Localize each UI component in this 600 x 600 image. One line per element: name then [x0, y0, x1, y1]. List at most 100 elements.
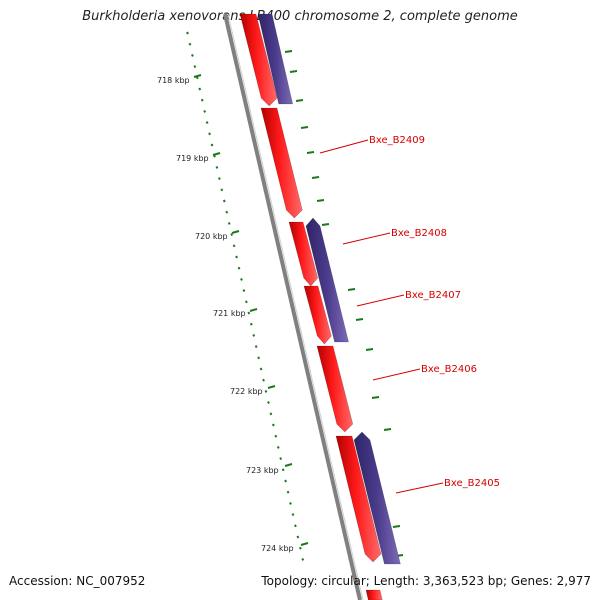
- ruler-minor-tick: [242, 289, 246, 293]
- ruler-minor-tick: [227, 221, 231, 225]
- forward-gene[interactable]: [335, 435, 382, 563]
- gene-label-bxe-b2407[interactable]: Bxe_B2407: [405, 290, 461, 301]
- ruler-minor-tick: [217, 177, 221, 181]
- ruler-label-718: 718 kbp: [157, 76, 190, 85]
- ruler-minor-tick: [244, 300, 248, 304]
- outer-tick: [383, 428, 392, 431]
- ruler-label-719: 719 kbp: [176, 154, 209, 163]
- ruler-minor-tick: [210, 143, 214, 147]
- ruler-label-723: 723 kbp: [246, 466, 279, 475]
- ruler-minor-tick: [276, 445, 280, 449]
- ruler-minor-tick: [240, 277, 243, 281]
- reverse-gene[interactable]: [305, 217, 349, 343]
- ruler-minor-tick: [193, 65, 197, 69]
- ruler-minor-tick: [208, 132, 211, 136]
- gene-label-bxe-b2408[interactable]: Bxe_B2408: [391, 228, 447, 239]
- ruler-minor-tick: [301, 557, 305, 561]
- map-title: Burkholderia xenovorans LB400 chromosome…: [82, 9, 518, 24]
- ruler-minor-tick: [247, 311, 251, 315]
- ruler-minor-tick: [200, 98, 204, 102]
- ruler-major-tick: [212, 152, 221, 156]
- outer-tick: [306, 151, 315, 154]
- ruler-minor-tick: [188, 42, 192, 46]
- gene-features: [239, 13, 401, 600]
- outer-tick: [392, 525, 401, 528]
- ruler-minor-tick: [235, 255, 238, 259]
- reverse-gene[interactable]: [353, 431, 401, 565]
- ruler-major-tick: [284, 463, 293, 467]
- forward-gene[interactable]: [260, 107, 303, 219]
- ruler-minor-tick: [294, 524, 297, 528]
- ruler-minor-tick: [186, 31, 189, 35]
- outer-tick: [311, 176, 320, 179]
- gene-label-bxe-b2405[interactable]: Bxe_B2405: [444, 478, 500, 489]
- ruler-minor-tick: [254, 345, 258, 349]
- ruler-minor-tick: [298, 546, 302, 550]
- ruler-minor-tick: [237, 266, 241, 270]
- ruler-minor-tick: [259, 367, 263, 371]
- outer-tick: [355, 318, 364, 321]
- ruler-ticks: [186, 31, 404, 561]
- reverse-gene[interactable]: [257, 13, 294, 105]
- gene-leader-line: [342, 232, 391, 245]
- ruler-minor-tick: [274, 434, 278, 438]
- ruler-major-tick: [231, 230, 240, 234]
- ruler-minor-tick: [249, 322, 253, 326]
- ruler-major-tick: [267, 385, 276, 389]
- outer-tick: [316, 199, 325, 202]
- ruler-minor-tick: [289, 501, 292, 505]
- outer-tick: [289, 70, 298, 73]
- outer-tick: [295, 99, 304, 102]
- ruler-minor-tick: [286, 490, 290, 494]
- ruler-minor-tick: [205, 121, 209, 125]
- forward-gene[interactable]: [303, 285, 332, 345]
- ruler-minor-tick: [291, 513, 295, 517]
- gene-leader-line: [372, 368, 421, 381]
- ruler-minor-tick: [267, 401, 270, 405]
- ruler-minor-tick: [269, 412, 273, 416]
- ruler-label-722: 722 kbp: [230, 387, 263, 396]
- ruler-minor-tick: [264, 389, 268, 393]
- ruler-minor-tick: [203, 109, 207, 113]
- ruler-label-720: 720 kbp: [195, 232, 228, 241]
- ruler-major-tick: [193, 74, 202, 78]
- ruler-minor-tick: [284, 479, 288, 483]
- genome-stats-text: Topology: circular; Length: 3,363,523 bp…: [261, 574, 591, 588]
- ruler-minor-tick: [230, 233, 234, 237]
- outer-tick: [300, 126, 309, 129]
- ruler-minor-tick: [191, 53, 194, 57]
- backbone-highlight: [227, 13, 364, 600]
- gene-label-bxe-b2409[interactable]: Bxe_B2409: [369, 135, 425, 146]
- ruler-label-724: 724 kbp: [261, 544, 294, 553]
- ruler-minor-tick: [198, 87, 202, 91]
- ruler-minor-tick: [279, 457, 283, 461]
- ruler-label-721: 721 kbp: [213, 309, 246, 318]
- outer-tick: [347, 288, 356, 291]
- ruler-minor-tick: [281, 468, 285, 472]
- accession-text: Accession: NC_007952: [9, 574, 146, 588]
- ruler-minor-tick: [215, 165, 219, 169]
- gene-leader-line: [395, 482, 444, 494]
- outer-tick: [365, 348, 374, 351]
- forward-gene[interactable]: [316, 345, 354, 433]
- ruler-major-tick: [249, 308, 258, 312]
- outer-tick: [284, 50, 293, 53]
- ruler-minor-tick: [296, 535, 300, 539]
- ruler-minor-tick: [271, 423, 275, 427]
- gene-leader-line: [356, 294, 405, 307]
- forward-gene[interactable]: [239, 13, 278, 107]
- backbone-line: [223, 13, 362, 600]
- forward-gene[interactable]: [365, 589, 383, 600]
- ruler-minor-tick: [220, 188, 224, 192]
- ruler-minor-tick: [262, 378, 265, 382]
- gene-leader-line: [319, 139, 369, 154]
- gene-label-bxe-b2406[interactable]: Bxe_B2406: [421, 364, 477, 375]
- ruler-major-tick: [300, 542, 309, 546]
- forward-gene[interactable]: [288, 221, 319, 287]
- outer-tick: [371, 396, 380, 399]
- ruler-minor-tick: [222, 199, 226, 203]
- ruler-minor-tick: [232, 244, 236, 248]
- outer-tick: [321, 223, 330, 226]
- ruler-minor-tick: [252, 333, 256, 337]
